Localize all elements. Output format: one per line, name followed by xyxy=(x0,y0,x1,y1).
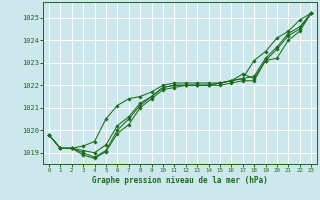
X-axis label: Graphe pression niveau de la mer (hPa): Graphe pression niveau de la mer (hPa) xyxy=(92,176,268,185)
